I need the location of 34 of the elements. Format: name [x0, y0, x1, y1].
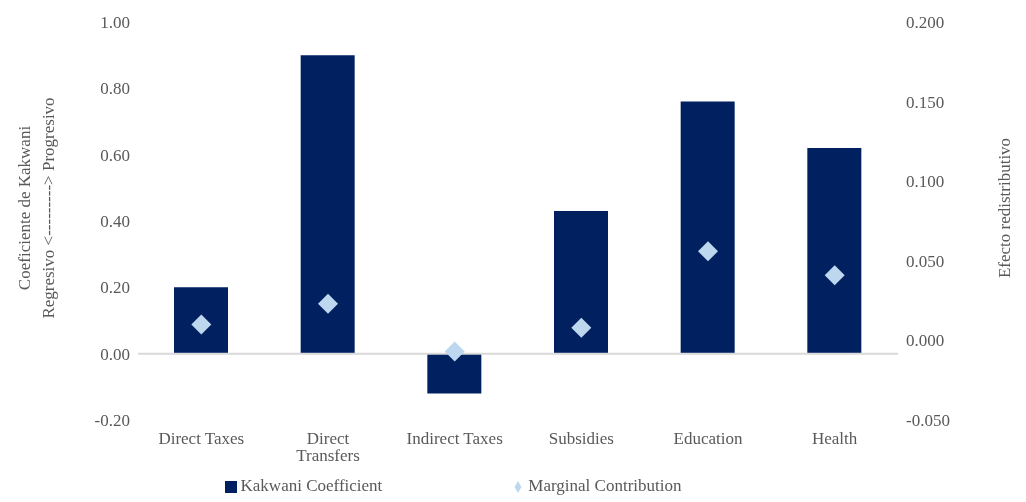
- x-tick-label: Education: [673, 429, 743, 449]
- y-tick-label: 0.40: [100, 212, 130, 232]
- y2-tick-label: -0.050: [906, 411, 950, 431]
- y-tick-label: 0.20: [100, 278, 130, 298]
- y-tick-label: 0.00: [100, 344, 130, 364]
- y-tick-label: 0.80: [100, 79, 130, 99]
- y2-axis-title: Efecto redistributivo: [995, 137, 1014, 279]
- y2-tick-label: 0.100: [906, 172, 945, 192]
- y-tick-label: 1.00: [100, 13, 130, 33]
- point: [444, 341, 465, 362]
- x-tick-label: Direct Transfers: [296, 429, 360, 466]
- point: [318, 293, 338, 314]
- bar: [807, 148, 862, 354]
- x-tick-label: Subsidies: [548, 429, 614, 449]
- y2-tick-label: 0.000: [906, 331, 945, 351]
- bar: [427, 353, 482, 394]
- y-tick-label: -0.20: [94, 411, 130, 431]
- point: [824, 265, 845, 286]
- point: [571, 317, 592, 338]
- point: [698, 241, 718, 262]
- x-tick-label: Direct Taxes: [158, 429, 245, 449]
- legend-label: Marginal Contribution: [528, 476, 682, 495]
- y-axis-title: Coeficiente de Kakwani Regresivo <---------> Progresivo: [15, 97, 58, 319]
- bar: [300, 55, 355, 354]
- y-tick-label: 0.60: [100, 145, 130, 165]
- legend-label: Kakwani Coefficient: [240, 476, 383, 495]
- bar: [554, 211, 608, 354]
- x-tick-label: Indirect Taxes: [406, 429, 503, 449]
- x-tick-label: Health: [812, 429, 858, 449]
- bar: [174, 287, 228, 354]
- bar: [680, 101, 735, 354]
- y2-tick-label: 0.050: [906, 251, 945, 271]
- y2-tick-label: 0.150: [906, 92, 945, 112]
- y2-tick-label: 0.200: [906, 13, 945, 33]
